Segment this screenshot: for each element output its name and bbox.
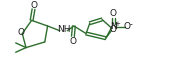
Text: +: + xyxy=(114,21,120,27)
Text: O: O xyxy=(69,37,76,45)
Text: O: O xyxy=(30,1,37,10)
Text: N: N xyxy=(110,22,117,31)
Text: NH: NH xyxy=(57,25,70,34)
Text: O: O xyxy=(18,28,25,37)
Text: O: O xyxy=(110,25,117,34)
Text: -: - xyxy=(130,20,132,29)
Text: O: O xyxy=(110,9,117,18)
Text: O: O xyxy=(124,22,131,31)
